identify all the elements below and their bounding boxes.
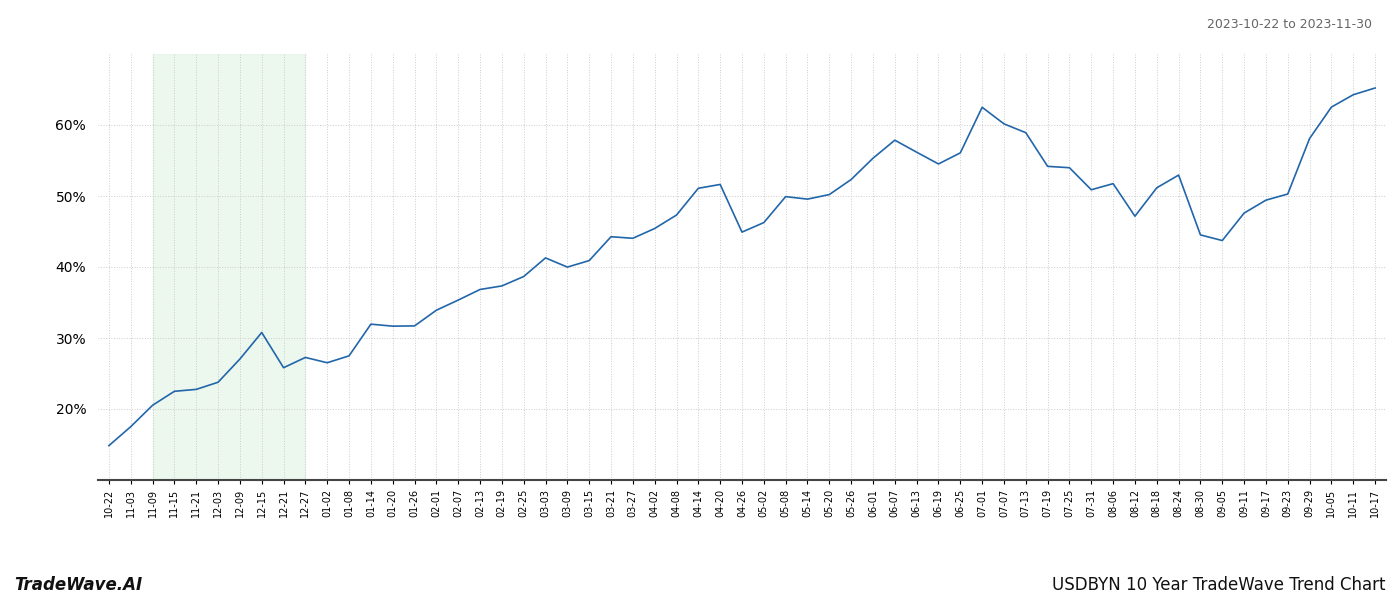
Bar [153,54,305,480]
Text: 2023-10-22 to 2023-11-30: 2023-10-22 to 2023-11-30 [1207,18,1372,31]
Text: USDBYN 10 Year TradeWave Trend Chart: USDBYN 10 Year TradeWave Trend Chart [1053,576,1386,594]
Text: TradeWave.AI: TradeWave.AI [14,576,143,594]
